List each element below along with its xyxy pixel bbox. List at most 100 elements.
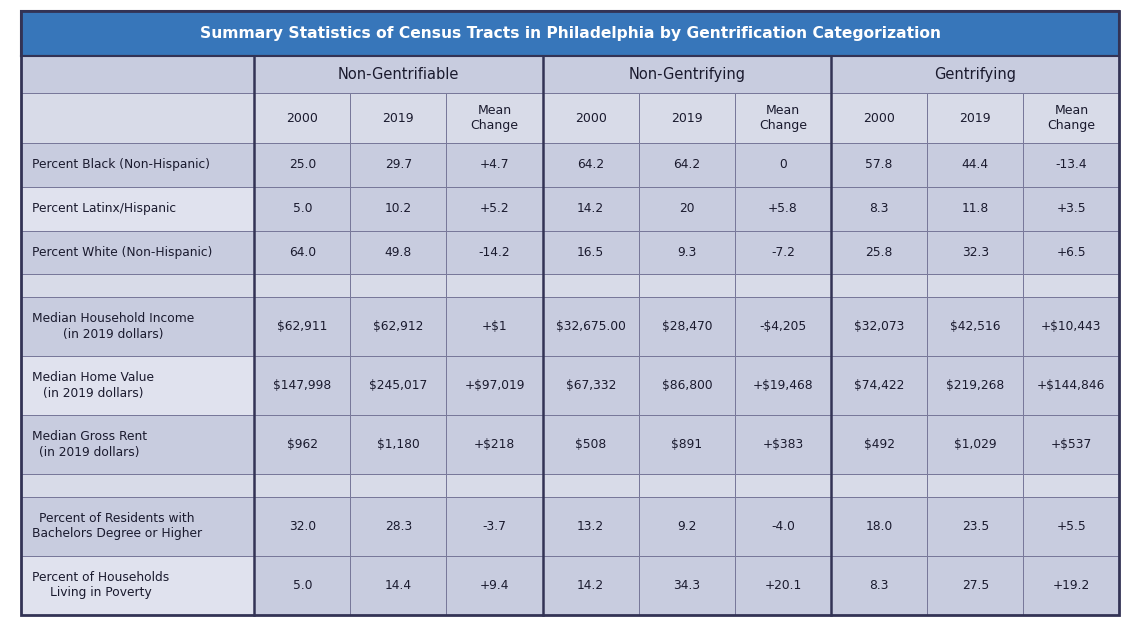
- Text: Non-Gentrifiable: Non-Gentrifiable: [337, 67, 459, 82]
- Bar: [350, 474, 447, 496]
- Text: 5.0: 5.0: [293, 202, 312, 215]
- Bar: [638, 496, 735, 556]
- Bar: [638, 356, 735, 415]
- Bar: [21, 11, 1119, 56]
- Bar: [543, 496, 638, 556]
- Text: -7.2: -7.2: [771, 246, 795, 259]
- Text: -$4,205: -$4,205: [759, 320, 807, 333]
- Text: Percent Latinx/Hispanic: Percent Latinx/Hispanic: [32, 202, 176, 215]
- Text: 2000: 2000: [286, 111, 318, 125]
- Text: 11.8: 11.8: [962, 202, 988, 215]
- Bar: [543, 415, 638, 474]
- Bar: [1024, 274, 1119, 297]
- Bar: [831, 415, 927, 474]
- Text: +$10,443: +$10,443: [1041, 320, 1101, 333]
- Bar: [447, 474, 543, 496]
- Text: 14.2: 14.2: [577, 578, 604, 592]
- Bar: [254, 274, 350, 297]
- Text: +$383: +$383: [763, 438, 804, 451]
- Text: 32.0: 32.0: [288, 520, 316, 533]
- Bar: [638, 274, 735, 297]
- Text: 9.3: 9.3: [677, 246, 697, 259]
- Text: $62,912: $62,912: [373, 320, 424, 333]
- Text: +5.2: +5.2: [480, 202, 510, 215]
- Bar: [831, 496, 927, 556]
- Text: $62,911: $62,911: [277, 320, 327, 333]
- Text: +$537: +$537: [1051, 438, 1092, 451]
- Bar: [543, 187, 638, 230]
- Bar: [638, 230, 735, 274]
- Text: -13.4: -13.4: [1056, 158, 1088, 172]
- Text: 9.2: 9.2: [677, 520, 697, 533]
- Text: $245,017: $245,017: [369, 379, 428, 392]
- Bar: [447, 187, 543, 230]
- Text: 18.0: 18.0: [865, 520, 893, 533]
- Bar: [447, 496, 543, 556]
- Text: Percent Black (Non-Hispanic): Percent Black (Non-Hispanic): [32, 158, 210, 172]
- Bar: [638, 474, 735, 496]
- Bar: [1024, 297, 1119, 356]
- Bar: [735, 274, 831, 297]
- Text: $32,675.00: $32,675.00: [556, 320, 626, 333]
- Text: 5.0: 5.0: [293, 578, 312, 592]
- Bar: [638, 556, 735, 615]
- Bar: [1024, 496, 1119, 556]
- Text: 14.4: 14.4: [385, 578, 412, 592]
- Bar: [254, 93, 350, 143]
- Bar: [543, 93, 638, 143]
- Text: 64.2: 64.2: [674, 158, 700, 172]
- Bar: [831, 356, 927, 415]
- Bar: [927, 297, 1024, 356]
- Text: 2019: 2019: [383, 111, 414, 125]
- Bar: [254, 297, 350, 356]
- Bar: [21, 415, 254, 474]
- Bar: [831, 230, 927, 274]
- Text: Summary Statistics of Census Tracts in Philadelphia by Gentrification Categoriza: Summary Statistics of Census Tracts in P…: [200, 26, 940, 41]
- Bar: [350, 274, 447, 297]
- Text: -14.2: -14.2: [479, 246, 511, 259]
- Bar: [638, 93, 735, 143]
- Bar: [350, 143, 447, 187]
- Bar: [1024, 230, 1119, 274]
- Text: $42,516: $42,516: [950, 320, 1001, 333]
- Bar: [21, 297, 254, 356]
- Text: 8.3: 8.3: [870, 578, 889, 592]
- Bar: [638, 415, 735, 474]
- Text: +$19,468: +$19,468: [752, 379, 813, 392]
- Bar: [831, 297, 927, 356]
- Text: 8.3: 8.3: [870, 202, 889, 215]
- Text: Mean
Change: Mean Change: [471, 104, 519, 132]
- Bar: [447, 230, 543, 274]
- Bar: [543, 297, 638, 356]
- Bar: [1024, 93, 1119, 143]
- Text: Median Home Value
(in 2019 dollars): Median Home Value (in 2019 dollars): [32, 371, 154, 400]
- Text: Median Household Income
(in 2019 dollars): Median Household Income (in 2019 dollars…: [32, 312, 194, 341]
- Bar: [1024, 415, 1119, 474]
- Bar: [21, 93, 254, 143]
- Text: $28,470: $28,470: [661, 320, 712, 333]
- Bar: [1024, 187, 1119, 230]
- Bar: [254, 415, 350, 474]
- Text: 14.2: 14.2: [577, 202, 604, 215]
- Text: 10.2: 10.2: [385, 202, 412, 215]
- Bar: [927, 187, 1024, 230]
- Text: 64.0: 64.0: [288, 246, 316, 259]
- Bar: [447, 93, 543, 143]
- Bar: [735, 297, 831, 356]
- Text: -4.0: -4.0: [771, 520, 795, 533]
- Bar: [831, 143, 927, 187]
- Bar: [254, 556, 350, 615]
- Bar: [543, 230, 638, 274]
- Text: Percent White (Non-Hispanic): Percent White (Non-Hispanic): [32, 246, 212, 259]
- Text: 44.4: 44.4: [962, 158, 988, 172]
- Bar: [254, 496, 350, 556]
- Bar: [254, 56, 543, 93]
- Text: 20: 20: [679, 202, 694, 215]
- Bar: [543, 143, 638, 187]
- Bar: [638, 187, 735, 230]
- Bar: [927, 143, 1024, 187]
- Text: +$218: +$218: [474, 438, 515, 451]
- Text: 13.2: 13.2: [577, 520, 604, 533]
- Bar: [1024, 556, 1119, 615]
- Bar: [447, 143, 543, 187]
